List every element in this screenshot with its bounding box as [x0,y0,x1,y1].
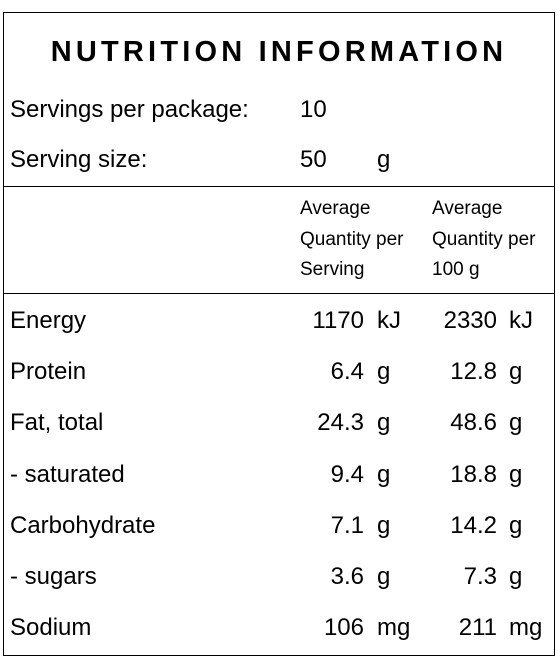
per-100g-value: 2330 [443,307,497,334]
per-serving-value: 106 [323,614,364,642]
per-100g-value: 18.8 [450,460,497,488]
panel-border [3,12,555,656]
nutrient-name: Fat, total [10,409,104,437]
serving-size-label: Serving size: [10,146,148,173]
per-serving-value: 24.3 [317,409,364,437]
per-100g-value: 211 [458,614,497,642]
per-serving-value: 6.4 [330,358,364,386]
column-header: Average Quantity per 100 g [432,198,536,280]
servings-label: Servings per package: [10,96,249,123]
per-serving-unit: g [377,511,391,539]
per-100g-value: 48.6 [450,409,497,437]
per-100g-unit: g [509,409,523,437]
column-header: Average Quantity per Serving [300,198,404,280]
nutrient-name: Energy [10,307,87,334]
servings-value: 10 [300,96,327,123]
nutrient-name: - sugars [10,563,97,590]
per-serving-value: 7.1 [330,511,364,539]
title: NUTRITION INFORMATION [50,36,508,68]
per-100g-unit: g [509,358,523,386]
per-100g-value: 12.8 [450,358,497,386]
per-serving-value: 1170 [312,307,364,334]
nutrient-name: Sodium [10,614,92,642]
per-100g-unit: mg [509,614,543,642]
per-serving-value: 3.6 [330,563,364,590]
nutrient-name: Carbohydrate [10,511,156,539]
per-serving-value: 9.4 [330,460,364,488]
divider [3,186,555,187]
per-serving-unit: g [377,409,391,437]
per-serving-unit: g [377,563,391,590]
per-serving-unit: kJ [377,307,401,334]
nutrient-name: - saturated [10,460,125,488]
per-serving-unit: mg [377,614,411,642]
per-100g-unit: g [509,563,523,590]
per-100g-unit: g [509,460,523,488]
per-serving-unit: g [377,358,391,386]
per-100g-value: 7.3 [463,563,497,590]
per-serving-unit: g [377,460,391,488]
nutrient-name: Protein [10,358,87,386]
divider [3,293,555,294]
per-100g-unit: g [509,511,523,539]
per-100g-value: 14.2 [450,511,497,539]
serving-size-unit: g [377,146,391,173]
serving-size-value: 50 [300,146,327,173]
per-100g-unit: kJ [509,307,533,334]
